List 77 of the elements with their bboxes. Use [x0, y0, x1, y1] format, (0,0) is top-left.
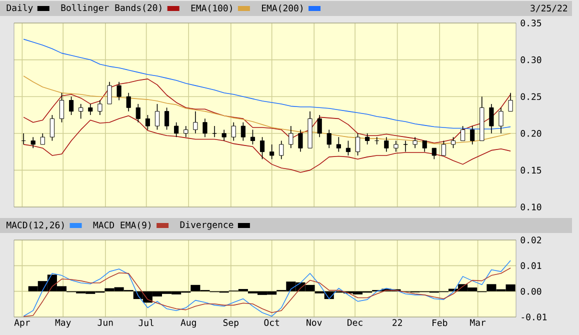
candlestick	[222, 129, 226, 142]
candlestick	[107, 81, 112, 104]
y-tick-label: 0.30	[520, 56, 542, 64]
x-tick-label: Mar	[470, 319, 486, 326]
candlestick	[508, 92, 513, 112]
x-tick-label: Sep	[223, 319, 238, 328]
x-tick-label: 22	[392, 319, 402, 326]
candlestick	[432, 148, 436, 160]
y-tick-label: 0.35	[520, 20, 542, 26]
candlestick	[30, 136, 36, 149]
candlestick	[231, 122, 236, 142]
candlestick	[69, 96, 74, 116]
y-tick-label: 0.00	[520, 288, 542, 295]
candlestick	[422, 140, 427, 152]
legend-label: MACD(12,26)	[6, 221, 64, 230]
text: 3/25/22	[530, 4, 568, 12]
candlestick	[164, 107, 170, 130]
candlestick	[145, 114, 150, 130]
x-tick-label: Jul	[138, 319, 154, 326]
candlestick	[126, 92, 131, 112]
candlestick	[326, 129, 332, 149]
x-tick-label: May	[55, 319, 71, 328]
candlestick	[298, 129, 303, 152]
candlestick	[384, 136, 389, 152]
candlestick	[250, 129, 256, 145]
candlestick	[470, 126, 475, 145]
candlestick	[355, 133, 360, 156]
candlestick	[136, 104, 140, 123]
candlestick	[317, 114, 322, 138]
x-tick-label: Dec	[348, 319, 362, 326]
legend-label: Daily	[6, 4, 33, 13]
candlestick	[279, 140, 284, 160]
candlestick	[40, 133, 45, 145]
candlestick	[50, 114, 54, 142]
x-tick-label: Aug	[180, 319, 196, 328]
candlestick	[184, 126, 188, 138]
x-tick-label: Apr	[14, 319, 30, 328]
y-tick-label: 0.10	[520, 204, 542, 210]
candlestick	[336, 136, 341, 152]
x-tick-label: Oct	[264, 319, 280, 326]
candlestick	[116, 81, 122, 101]
x-tick-label: Feb	[432, 319, 448, 326]
candlestick	[174, 122, 179, 138]
legend-label: EMA(100)	[191, 4, 232, 12]
x-tick-label: Nov	[306, 319, 322, 326]
candlestick	[498, 107, 504, 134]
candlestick	[460, 126, 466, 142]
candlestick	[412, 136, 418, 149]
candlestick	[346, 140, 351, 156]
y-tick-label: 0.02	[520, 236, 542, 244]
candlestick	[441, 140, 446, 156]
candlestick	[394, 140, 398, 152]
legend-label: EMA(200)	[262, 4, 302, 12]
candlestick	[98, 100, 102, 116]
candlestick	[260, 136, 265, 160]
candlestick	[365, 133, 370, 145]
candlestick	[450, 136, 456, 149]
candlestick	[154, 104, 160, 130]
y-tick-label: 0.01	[520, 262, 542, 270]
candlestick	[288, 126, 294, 149]
legend-label: Bollinger Bands(20)	[61, 4, 162, 13]
legend-label: MACD EMA(9)	[93, 221, 150, 230]
y-tick-label: 0.25	[520, 93, 542, 100]
candlestick	[202, 118, 208, 138]
candlestick	[403, 140, 408, 152]
y-tick-label: 0.20	[520, 130, 542, 137]
candlestick	[193, 110, 198, 134]
candlestick	[270, 144, 274, 160]
candlestick	[489, 104, 494, 134]
legend-label: Divergence	[180, 221, 234, 230]
candlestick	[88, 104, 93, 116]
x-tick-label: Jun	[98, 319, 113, 326]
y-tick-label: 0.15	[520, 166, 542, 174]
y-tick-label: -0.01	[522, 314, 547, 320]
candlestick	[240, 122, 246, 142]
candlestick	[59, 92, 64, 123]
candlestick	[78, 104, 84, 120]
